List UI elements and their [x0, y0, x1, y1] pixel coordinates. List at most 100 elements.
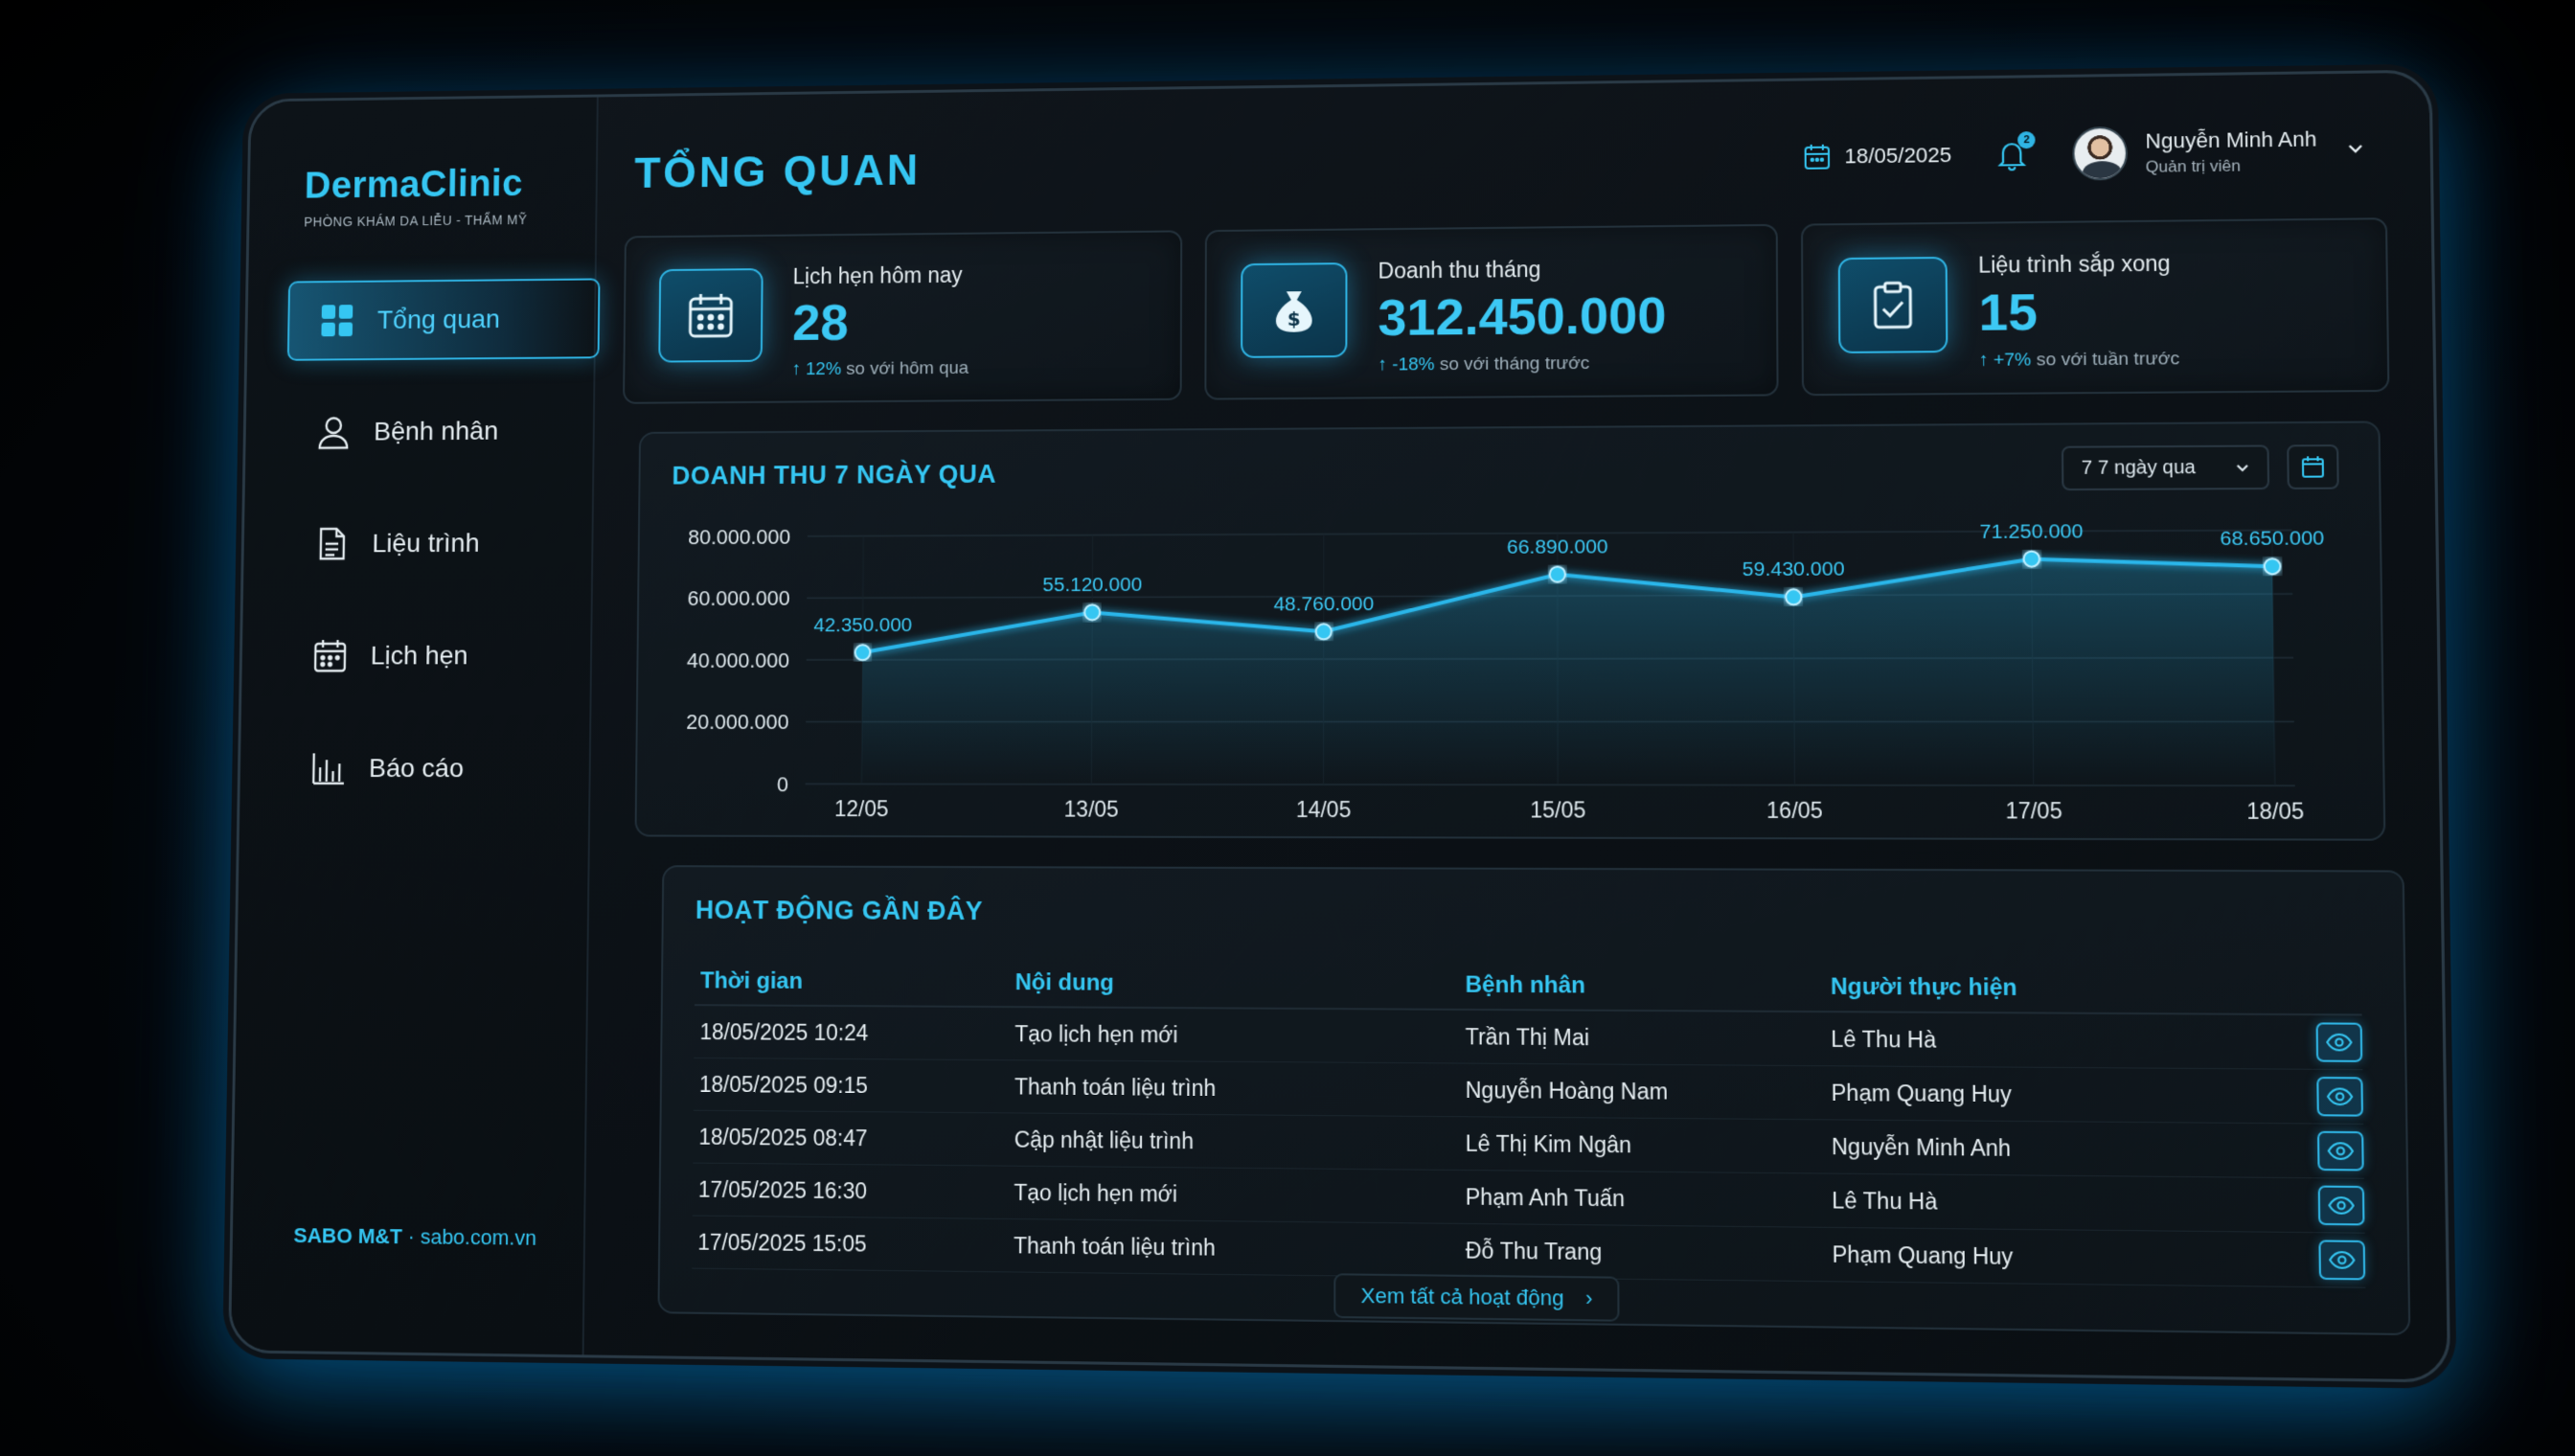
data-point [2265, 558, 2281, 574]
view-details-button[interactable] [2318, 1186, 2365, 1226]
eye-icon [2327, 1086, 2354, 1106]
view-details-button[interactable] [2316, 1022, 2363, 1062]
data-label: 68.650.000 [2220, 527, 2324, 550]
user-name: Nguyễn Minh Anh [2145, 126, 2316, 153]
sidebar-item-label: Tổng quan [377, 305, 501, 335]
eye-icon [2326, 1033, 2352, 1053]
view-details-button[interactable] [2318, 1240, 2365, 1280]
kpi-delta: ↑ -18% so với tháng trước [1379, 353, 1590, 376]
data-label: 66.890.000 [1507, 535, 1608, 557]
kpi-delta: ↑ 12% so với hôm qua [792, 358, 969, 380]
recent-activity-panel: HOẠT ĐỘNG GẦN ĐÂY Thời gian Nội dung Bện… [657, 865, 2410, 1335]
brand-tagline: PHÒNG KHÁM DA LIỄU - THẨM MỸ [304, 212, 527, 229]
user-icon [315, 413, 353, 450]
x-tick-label: 14/05 [1296, 797, 1352, 822]
cell-patient: Nguyễn Hoàng Nam [1466, 1077, 1832, 1105]
sidebar: DermaClinic PHÒNG KHÁM DA LIỄU - THẨM MỸ… [231, 97, 599, 1354]
sidebar-item-label: Liệu trình [372, 528, 479, 558]
activity-title: HOẠT ĐỘNG GẦN ĐÂY [695, 896, 983, 926]
x-tick-label: 16/05 [1766, 798, 1823, 823]
cell-patient: Trần Thị Mai [1466, 1024, 1832, 1053]
current-date: 18/05/2025 [1844, 143, 1951, 169]
y-tick-label: 60.000.000 [687, 586, 789, 610]
kpi-label: Liệu trình sắp xong [1978, 251, 2171, 279]
cell-actor: Nguyễn Minh Anh [1832, 1133, 2284, 1164]
kpi-card-treatments[interactable]: Liệu trình sắp xong 15 ↑ +7% so với tuần… [1801, 217, 2390, 396]
avatar[interactable] [2073, 126, 2129, 181]
sidebar-nav: Tổng quan Bệnh nhân Liệu trình [280, 278, 601, 841]
sidebar-item-overview[interactable]: Tổng quan [287, 278, 601, 360]
cell-content: Thanh toán liệu trình [1014, 1233, 1466, 1264]
column-header-actor[interactable]: Người thực hiện [1831, 973, 2282, 1003]
footer-brand: SABO M&T [293, 1223, 402, 1248]
user-info[interactable]: Nguyễn Minh Anh Quản trị viên [2145, 126, 2316, 176]
sidebar-item-label: Bệnh nhân [374, 416, 498, 446]
chevron-down-icon[interactable] [2344, 137, 2366, 163]
cell-content: Tạo lịch hẹn mới [1014, 1179, 1465, 1210]
sidebar-item-reports[interactable]: Báo cáo [280, 728, 595, 809]
kpi-value: 15 [1978, 283, 2038, 343]
kpi-delta-percent: +7% [1994, 350, 2032, 370]
data-point [2024, 551, 2040, 566]
data-point [1786, 589, 1801, 604]
cell-patient: Phạm Anh Tuấn [1466, 1184, 1833, 1214]
column-header-time[interactable]: Thời gian [695, 967, 1015, 996]
cell-time: 18/05/2025 09:15 [694, 1071, 1014, 1100]
cell-actor: Phạm Quang Huy [1832, 1241, 2285, 1273]
column-header-patient[interactable]: Bệnh nhân [1466, 972, 1831, 1001]
sidebar-item-label: Lịch hẹn [371, 641, 468, 671]
view-all-label: Xem tất cả hoạt động [1361, 1284, 1564, 1311]
topbar: 18/05/2025 2 Nguyễn Minh Anh Quản trị vi… [1804, 124, 2367, 184]
data-label: 42.350.000 [813, 615, 912, 637]
data-label: 59.430.000 [1743, 558, 1845, 580]
clipboard-check-icon [1837, 257, 1948, 353]
cell-actor: Lê Thu Hà [1831, 1026, 2282, 1056]
eye-icon [2328, 1141, 2355, 1161]
chevron-right-icon: › [1585, 1285, 1593, 1311]
money-bag-icon: $ [1241, 262, 1347, 358]
kpi-delta-text: so với tháng trước [1435, 353, 1590, 375]
footer-site-link[interactable]: sabo.com.vn [421, 1225, 537, 1250]
revenue-chart-panel: DOANH THU 7 NGÀY QUA 7 7 ngày qua 0 20.00… [635, 421, 2386, 840]
data-label: 48.760.000 [1273, 593, 1374, 615]
x-tick-label: 13/05 [1064, 797, 1119, 822]
date-range-select[interactable]: 7 7 ngày qua [2062, 444, 2269, 490]
view-details-button[interactable] [2317, 1131, 2364, 1172]
page-title: TỔNG QUAN [634, 145, 921, 198]
table-body: 18/05/2025 10:24 Tạo lịch hẹn mới Trần Thị… [692, 1006, 2365, 1288]
eye-icon [2329, 1250, 2356, 1270]
svg-text:$: $ [1288, 307, 1301, 330]
cell-patient: Đỗ Thu Trang [1466, 1238, 1833, 1268]
view-details-button[interactable] [2316, 1077, 2363, 1117]
view-all-activity-button[interactable]: Xem tất cả hoạt động › [1333, 1273, 1620, 1321]
kpi-card-appointments[interactable]: Lịch hẹn hôm nay 28 ↑ 12% so với hôm qua [623, 230, 1182, 403]
kpi-label: Doanh thu tháng [1379, 257, 1541, 284]
sidebar-item-treatments[interactable]: Liệu trình [284, 502, 598, 583]
cell-patient: Lê Thị Kim Ngân [1466, 1130, 1832, 1160]
notifications-button[interactable]: 2 [1994, 137, 2030, 171]
kpi-card-revenue[interactable]: $ Doanh thu tháng 312.450.000 ↑ -18% so … [1205, 224, 1779, 400]
y-tick-label: 20.000.000 [686, 711, 789, 735]
y-tick-label: 40.000.000 [687, 648, 789, 672]
cell-time: 17/05/2025 16:30 [693, 1176, 1014, 1205]
y-tick-label: 80.000.000 [688, 525, 790, 549]
data-point [855, 645, 871, 660]
cell-content: Thanh toán liệu trình [1014, 1074, 1466, 1103]
cell-time: 18/05/2025 08:47 [693, 1124, 1014, 1152]
dashboard-window: DermaClinic PHÒNG KHÁM DA LIỄU - THẨM MỸ… [228, 70, 2450, 1383]
kpi-delta-text: so với tuần trước [2031, 349, 2179, 370]
kpi-label: Lịch hẹn hôm nay [793, 262, 963, 289]
eye-icon [2328, 1195, 2355, 1216]
kpi-delta-text: so với hôm qua [841, 358, 968, 379]
sidebar-item-appointments[interactable]: Lịch hẹn [282, 615, 596, 696]
x-tick-label: 17/05 [2005, 798, 2062, 824]
y-tick-label: 0 [777, 772, 788, 796]
sidebar-item-patients[interactable]: Bệnh nhân [285, 390, 599, 472]
x-tick-label: 18/05 [2246, 798, 2304, 824]
cell-actor: Phạm Quang Huy [1831, 1080, 2283, 1109]
chevron-down-icon [2233, 459, 2251, 482]
calendar-button[interactable] [2287, 444, 2339, 489]
date-picker[interactable]: 18/05/2025 [1804, 142, 1952, 171]
column-header-content[interactable]: Nội dung [1015, 969, 1466, 999]
